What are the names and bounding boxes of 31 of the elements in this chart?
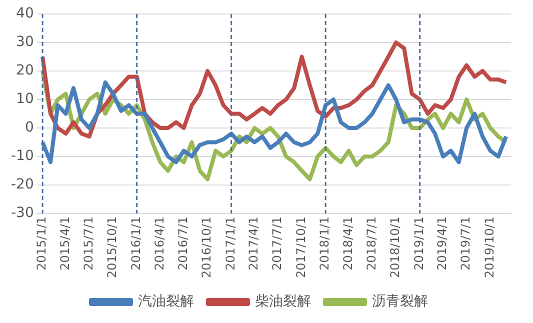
y-tick-label: -20 [10,176,34,193]
x-tick-label: 2017/10/1 [294,216,308,278]
x-tick-label: 2016/1/1 [128,216,143,270]
x-tick-label: 2017/1/1 [223,216,238,270]
x-tick-label: 2017/4/1 [246,216,261,270]
x-tick-label: 2016/7/1 [176,216,190,270]
y-tick-label: -10 [10,148,34,164]
x-tick-label: 2015/1/1 [34,216,49,270]
x-tick-label: 2018/7/1 [364,216,378,270]
y-tick-label: 20 [16,62,34,79]
legend-label: 沥青裂解 [372,294,428,310]
x-tick-label: 2019/1/1 [412,216,426,270]
x-tick-label: 2019/10/1 [482,216,496,278]
legend-label: 柴油裂解 [255,294,311,310]
y-tick-label: 30 [16,34,34,50]
y-tick-label: 0 [24,120,34,136]
x-tick-label: 2015/7/1 [81,216,96,270]
x-tick-label: 2016/4/1 [152,216,166,270]
y-tick-label: 40 [16,6,34,22]
x-tick-label: 2017/7/1 [270,216,284,270]
x-tick-label: 2018/1/1 [318,216,332,270]
x-tick-label: 2016/10/1 [200,216,214,278]
x-tick-label: 2018/4/1 [340,216,355,270]
y-tick-label: 10 [16,91,34,108]
x-tick-label: 2015/4/1 [58,216,72,270]
x-tick-label: 2019/4/1 [435,216,450,270]
legend-label: 汽油裂解 [138,294,194,310]
x-tick-label: 2019/7/1 [458,216,473,270]
x-tick-label: 2018/10/1 [388,216,402,278]
y-tick-label: -30 [10,205,34,222]
x-tick-label: 2015/10/1 [105,216,120,278]
